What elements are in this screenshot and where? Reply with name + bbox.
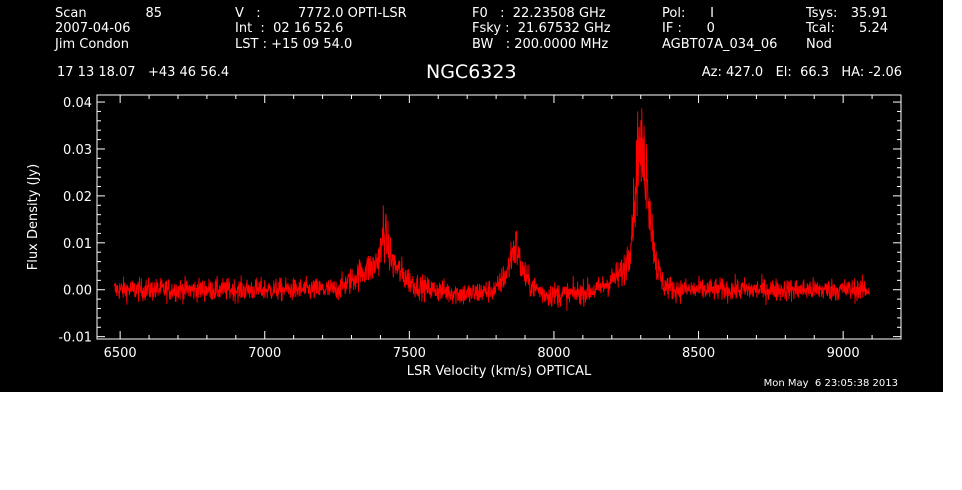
spectrum-trace <box>113 108 870 311</box>
rest-frequency: F0 : 22.23508 GHz <box>472 6 606 21</box>
y-tick-label: 0.04 <box>63 96 92 111</box>
obs-date: 2007-04-06 <box>55 21 131 36</box>
tcal-value: 5.24 <box>859 21 888 36</box>
y-tick-label: 0.03 <box>63 143 92 158</box>
source-name: NGC6323 <box>426 61 517 83</box>
y-axis-label: Flux Density (Jy) <box>26 164 41 270</box>
y-tick-label: 0.01 <box>63 237 92 252</box>
if-number: IF : 0 <box>662 21 715 36</box>
spectrum-chart: 6500 7000 7500 8000 8500 9000 -0.01 0.00 0.01 0.0… <box>26 94 902 379</box>
x-tick-label: 7000 <box>248 346 281 361</box>
x-axis-label: LSR Velocity (km/s) OPTICAL <box>407 364 592 379</box>
project-id: AGBT07A_034_06 <box>662 37 778 52</box>
x-tick-label: 6500 <box>104 346 137 361</box>
x-tick-label: 8500 <box>682 346 715 361</box>
velocity-label: V : <box>235 6 261 21</box>
tsys-label: Tsys: <box>806 6 838 21</box>
bandwidth: BW : 200.0000 MHz <box>472 37 609 52</box>
tsys-value: 35.91 <box>850 6 888 21</box>
integration-time: Int : 02 16 52.6 <box>235 21 344 36</box>
x-tick-label: 9000 <box>827 346 860 361</box>
scan-number: 85 <box>145 6 162 21</box>
tcal-label: Tcal: <box>806 21 835 36</box>
x-tick-label: 7500 <box>393 346 426 361</box>
y-tick-label: 0.00 <box>63 284 92 299</box>
lst: LST : +15 09 54.0 <box>235 37 353 52</box>
pointing-info: Az: 427.0 El: 66.3 HA: -2.06 <box>701 65 902 80</box>
x-tick-label: 8000 <box>537 346 570 361</box>
observer: Jim Condon <box>55 37 129 52</box>
y-tick-label: -0.01 <box>58 331 92 346</box>
y-tick-label: 0.02 <box>63 190 92 205</box>
plot-frame <box>96 94 902 340</box>
switching-mode: Nod <box>806 37 832 52</box>
scan-label: Scan <box>55 6 87 21</box>
polarization: Pol: I <box>662 6 714 21</box>
timestamp: Mon May 6 23:05:38 2013 <box>763 378 898 389</box>
velocity-value: 7772.0 OPTI-LSR <box>298 6 407 21</box>
plot-panel: Scan 85 2007-04-06 Jim Condon V : 7772.0… <box>0 0 943 392</box>
sky-frequency: Fsky : 21.67532 GHz <box>472 21 611 36</box>
source-coordinates: 17 13 18.07 +43 46 56.4 <box>57 65 230 80</box>
